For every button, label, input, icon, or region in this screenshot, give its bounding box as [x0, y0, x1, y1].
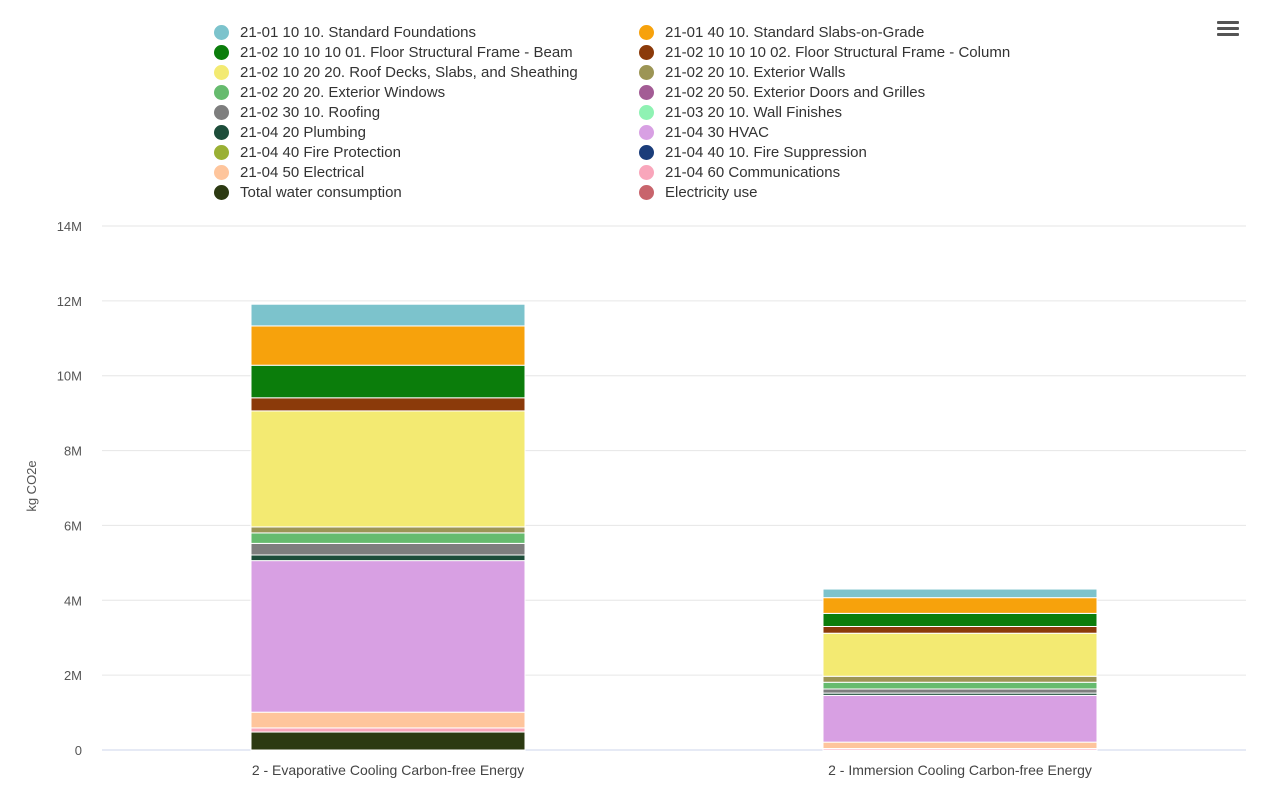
- legend-marker-icon: [639, 84, 654, 100]
- legend-label: 21-02 30 10. Roofing: [240, 103, 381, 121]
- legend-item[interactable]: Electricity use: [639, 182, 758, 202]
- bar-segment[interactable]: [822, 612, 1098, 627]
- y-tick-label: 6M: [64, 518, 82, 533]
- bars: [250, 303, 1098, 751]
- legend-item[interactable]: Total water consumption: [214, 182, 402, 202]
- bar-segment[interactable]: [822, 632, 1098, 677]
- bar-segment[interactable]: [822, 681, 1098, 690]
- legend-item[interactable]: 21-04 40 Fire Protection: [214, 142, 401, 162]
- bar-segment[interactable]: [250, 560, 526, 713]
- legend-label: 21-02 20 20. Exterior Windows: [240, 83, 446, 101]
- bar-segment[interactable]: [250, 364, 526, 399]
- y-tick-label: 8M: [64, 444, 82, 459]
- y-tick-label: 14M: [57, 219, 82, 234]
- legend-label: 21-03 20 10. Wall Finishes: [665, 103, 843, 121]
- legend-marker-icon: [639, 184, 654, 200]
- bar-segment[interactable]: [822, 625, 1098, 634]
- legend-label: 21-04 50 Electrical: [240, 163, 365, 181]
- bar-segment[interactable]: [250, 731, 526, 751]
- y-tick-label: 2M: [64, 668, 82, 683]
- chart-legend: 21-01 10 10. Standard Foundations 21-01 4…: [214, 22, 1094, 206]
- y-axis-ticks: 0 2M 4M 6M 8M 10M 12M 14M: [57, 219, 82, 758]
- legend-item[interactable]: 21-04 60 Communications: [639, 162, 840, 182]
- bar-segment[interactable]: [250, 303, 526, 327]
- legend-marker-icon: [214, 84, 229, 100]
- y-tick-label: 10M: [57, 369, 82, 384]
- legend-marker-icon: [214, 144, 229, 160]
- bar-segment[interactable]: [822, 688, 1098, 694]
- legend-marker-icon: [639, 104, 654, 120]
- legend-label: Electricity use: [665, 183, 758, 201]
- bar-segment[interactable]: [250, 532, 526, 544]
- bar-segment[interactable]: [822, 675, 1098, 683]
- legend-marker-icon: [639, 164, 654, 180]
- legend-marker-icon: [214, 184, 229, 200]
- y-tick-label: 12M: [57, 294, 82, 309]
- bar-segment[interactable]: [822, 597, 1098, 614]
- bar-segment[interactable]: [250, 526, 526, 534]
- legend-label: 21-02 10 10 10 02. Floor Structural Fram…: [665, 43, 1011, 61]
- legend-label: 21-04 60 Communications: [665, 163, 841, 181]
- bar-segment[interactable]: [250, 711, 526, 729]
- legend-item[interactable]: 21-02 20 10. Exterior Walls: [639, 62, 845, 82]
- bar-segment[interactable]: [250, 325, 526, 366]
- x-category-label: 2 - Evaporative Cooling Carbon-free Ener…: [252, 762, 524, 778]
- legend-item[interactable]: 21-02 10 10 10 01. Floor Structural Fram…: [214, 42, 573, 62]
- legend-label: 21-04 40 10. Fire Suppression: [665, 143, 867, 161]
- legend-marker-icon: [214, 64, 229, 80]
- legend-marker-icon: [214, 104, 229, 120]
- legend-label: 21-02 20 10. Exterior Walls: [665, 63, 846, 81]
- y-axis-title: kg CO2e: [24, 460, 39, 511]
- legend-item[interactable]: 21-04 20 Plumbing: [214, 122, 366, 142]
- legend-label: 21-02 20 50. Exterior Doors and Grilles: [665, 83, 926, 101]
- legend-item[interactable]: 21-03 20 10. Wall Finishes: [639, 102, 842, 122]
- legend-marker-icon: [639, 144, 654, 160]
- hamburger-menu-icon[interactable]: [1212, 18, 1244, 44]
- bar-segment[interactable]: [822, 694, 1098, 743]
- legend-marker-icon: [214, 24, 229, 40]
- legend-label: 21-01 10 10. Standard Foundations: [240, 23, 477, 41]
- legend-item[interactable]: 21-02 20 50. Exterior Doors and Grilles: [639, 82, 925, 102]
- legend-marker-icon: [639, 24, 654, 40]
- legend-item[interactable]: 21-02 10 20 20. Roof Decks, Slabs, and S…: [214, 62, 578, 82]
- legend-label: 21-04 40 Fire Protection: [240, 143, 401, 161]
- legend-item[interactable]: 21-04 40 10. Fire Suppression: [639, 142, 867, 162]
- legend-item[interactable]: 21-01 40 10. Standard Slabs-on-Grade: [639, 22, 924, 42]
- y-tick-label: 0: [75, 743, 82, 758]
- bar-segment[interactable]: [250, 542, 526, 556]
- x-axis-labels: 2 - Evaporative Cooling Carbon-free Ener…: [252, 762, 1092, 778]
- legend-item[interactable]: 21-02 30 10. Roofing: [214, 102, 380, 122]
- legend-label: 21-02 10 20 20. Roof Decks, Slabs, and S…: [240, 63, 578, 81]
- y-tick-label: 4M: [64, 593, 82, 608]
- legend-marker-icon: [639, 124, 654, 140]
- legend-item[interactable]: 21-04 30 HVAC: [639, 122, 769, 142]
- bar-segment[interactable]: [250, 554, 526, 562]
- bar-segment[interactable]: [250, 410, 526, 528]
- legend-item[interactable]: 21-04 50 Electrical: [214, 162, 364, 182]
- legend-item[interactable]: 21-02 10 10 10 02. Floor Structural Fram…: [639, 42, 1010, 62]
- legend-label: 21-04 20 Plumbing: [240, 123, 366, 141]
- bar-segment[interactable]: [822, 741, 1098, 750]
- bar-segment[interactable]: [250, 727, 526, 733]
- legend-marker-icon: [214, 164, 229, 180]
- legend-item[interactable]: 21-02 20 20. Exterior Windows: [214, 82, 445, 102]
- legend-marker-icon: [639, 44, 654, 60]
- legend-label: 21-01 40 10. Standard Slabs-on-Grade: [665, 23, 925, 41]
- legend-marker-icon: [214, 44, 229, 60]
- legend-label: 21-04 30 HVAC: [665, 123, 769, 141]
- legend-label: Total water consumption: [240, 183, 402, 201]
- legend-label: 21-02 10 10 10 01. Floor Structural Fram…: [240, 43, 573, 61]
- bar-segment[interactable]: [250, 397, 526, 412]
- bar-segment[interactable]: [822, 588, 1098, 599]
- x-category-label: 2 - Immersion Cooling Carbon-free Energy: [828, 762, 1092, 778]
- legend-marker-icon: [639, 64, 654, 80]
- legend-item[interactable]: 21-01 10 10. Standard Foundations: [214, 22, 476, 42]
- legend-marker-icon: [214, 124, 229, 140]
